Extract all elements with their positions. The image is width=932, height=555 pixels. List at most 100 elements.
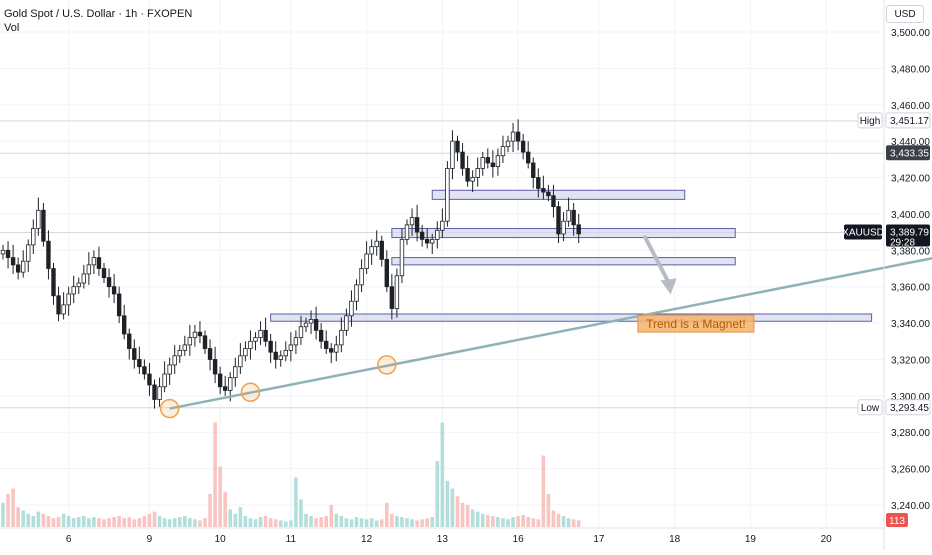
candle-body	[424, 238, 430, 244]
volume-bar	[541, 455, 546, 527]
volume-bar	[536, 519, 541, 527]
volume-bar	[546, 494, 551, 527]
candle-body	[283, 349, 288, 357]
volume-bar	[223, 491, 227, 527]
candle-body	[182, 344, 187, 351]
volume-bar	[1, 502, 5, 527]
candle-body	[303, 322, 309, 328]
volume-bar	[344, 518, 349, 527]
volume-bar	[263, 516, 268, 527]
volume-bar	[117, 516, 121, 527]
candle-body	[71, 286, 76, 295]
volume-bar	[6, 494, 10, 527]
candle-body	[430, 238, 435, 244]
touch-point-circle[interactable]	[377, 355, 397, 375]
volume-bar	[107, 518, 111, 527]
volume-bar	[329, 505, 334, 527]
volume-bar	[576, 520, 581, 527]
support-resistance-zone[interactable]	[391, 257, 736, 266]
candle-body	[536, 177, 541, 189]
candle-body	[510, 131, 516, 142]
candle-body	[515, 131, 521, 142]
candle-body	[46, 240, 51, 269]
candle-body	[96, 257, 102, 269]
volume-bar	[21, 510, 25, 527]
candle-body	[576, 224, 581, 235]
candle-body	[137, 359, 142, 368]
volume-bar	[369, 518, 374, 527]
candle-body	[485, 157, 490, 164]
annotation-box[interactable]	[637, 314, 755, 333]
candle-body	[20, 260, 26, 273]
volume-bar	[435, 461, 440, 527]
candle-body	[329, 348, 334, 353]
volume-bar	[349, 519, 354, 527]
candle-body	[147, 373, 152, 386]
volume-bar	[258, 517, 263, 527]
candle-body	[248, 340, 253, 349]
volume-bar	[319, 517, 323, 527]
support-resistance-zone[interactable]	[270, 313, 873, 322]
candle-body	[475, 168, 480, 178]
volume-bar	[420, 519, 424, 527]
candle-body	[76, 282, 81, 288]
symbol-title[interactable]: Gold Spot / U.S. Dollar · 1h · FXOPEN	[4, 8, 193, 20]
y-tick-label: 3,480.00	[891, 64, 930, 75]
volume-bar	[228, 509, 233, 527]
candle-body	[349, 300, 354, 317]
trendline[interactable]	[169, 250, 932, 410]
candle-body	[212, 359, 218, 375]
candle-body	[152, 384, 157, 400]
candle-body	[394, 275, 400, 309]
volume-indicator-label[interactable]: Vol	[4, 22, 20, 34]
volume-bar	[521, 514, 525, 527]
arrow-shaft[interactable]	[642, 234, 672, 286]
candle-body	[66, 293, 71, 306]
volume-bar	[445, 480, 450, 527]
candle-body	[228, 377, 233, 391]
support-resistance-zone[interactable]	[431, 189, 686, 200]
volume-bar	[561, 516, 566, 527]
candle-body	[526, 151, 531, 164]
candle-body	[450, 140, 455, 169]
candle-body	[354, 284, 359, 302]
volume-bar	[147, 513, 152, 527]
volume-bar	[112, 517, 116, 527]
currency-button[interactable]: USD	[886, 5, 924, 23]
volume-bar	[440, 422, 445, 527]
volume-bar	[571, 519, 576, 527]
candle-body	[122, 315, 127, 335]
price-label-value: 3,433.35	[890, 148, 929, 159]
volume-bar	[506, 519, 510, 527]
volume-bar	[511, 517, 515, 527]
volume-bar	[203, 518, 207, 527]
candle-body	[15, 264, 21, 273]
volume-bar	[526, 517, 530, 527]
candle-body	[197, 331, 203, 337]
candle-body	[91, 257, 97, 266]
touch-point-circle[interactable]	[240, 382, 261, 402]
y-tick-label: 3,420.00	[891, 174, 930, 185]
y-tick-label: 3,280.00	[891, 428, 930, 439]
candle-body	[51, 268, 56, 297]
x-tick-label: 12	[361, 534, 373, 545]
volume-bar	[566, 518, 571, 527]
volume-bar	[41, 513, 46, 527]
y-tick-label: 3,440.00	[891, 137, 930, 148]
x-tick-label: 6	[66, 534, 72, 545]
volume-bar	[213, 422, 217, 527]
volume-bar	[475, 511, 480, 527]
candle-body	[111, 286, 117, 295]
volume-bar	[339, 516, 344, 527]
candle-body	[101, 268, 107, 278]
touch-point-circle[interactable]	[159, 398, 180, 419]
volume-bar	[61, 513, 66, 527]
price-label-value: 3,389.79	[890, 227, 929, 238]
volume-bar	[551, 510, 556, 527]
candle-body	[238, 355, 243, 368]
candle-body	[31, 228, 36, 246]
x-tick-label: 10	[215, 534, 227, 545]
volume-bar	[218, 466, 222, 527]
